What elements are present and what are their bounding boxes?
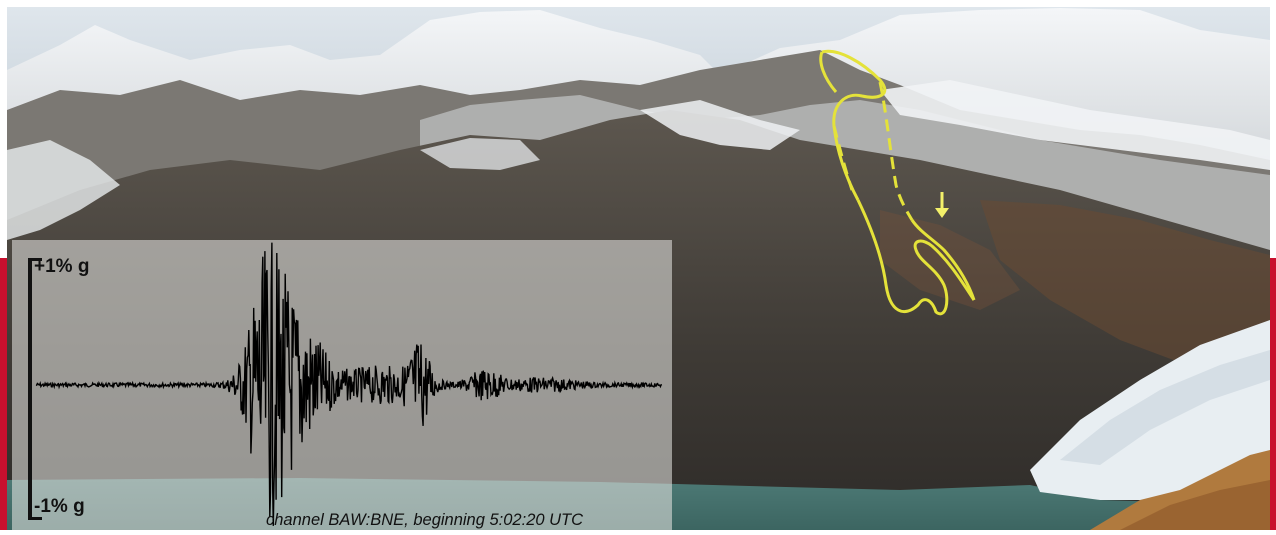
lower-amplitude-label: -1% g [34,496,85,517]
scale-tick-top [28,258,42,261]
amplitude-scale-bar [28,258,32,520]
left-accent-bar [0,258,7,530]
scale-tick-bottom [28,517,42,520]
right-accent-bar [1270,258,1276,530]
upper-amplitude-label: +1% g [34,256,90,277]
seismogram-caption: channel BAW:BNE, beginning 5:02:20 UTC [266,511,584,529]
